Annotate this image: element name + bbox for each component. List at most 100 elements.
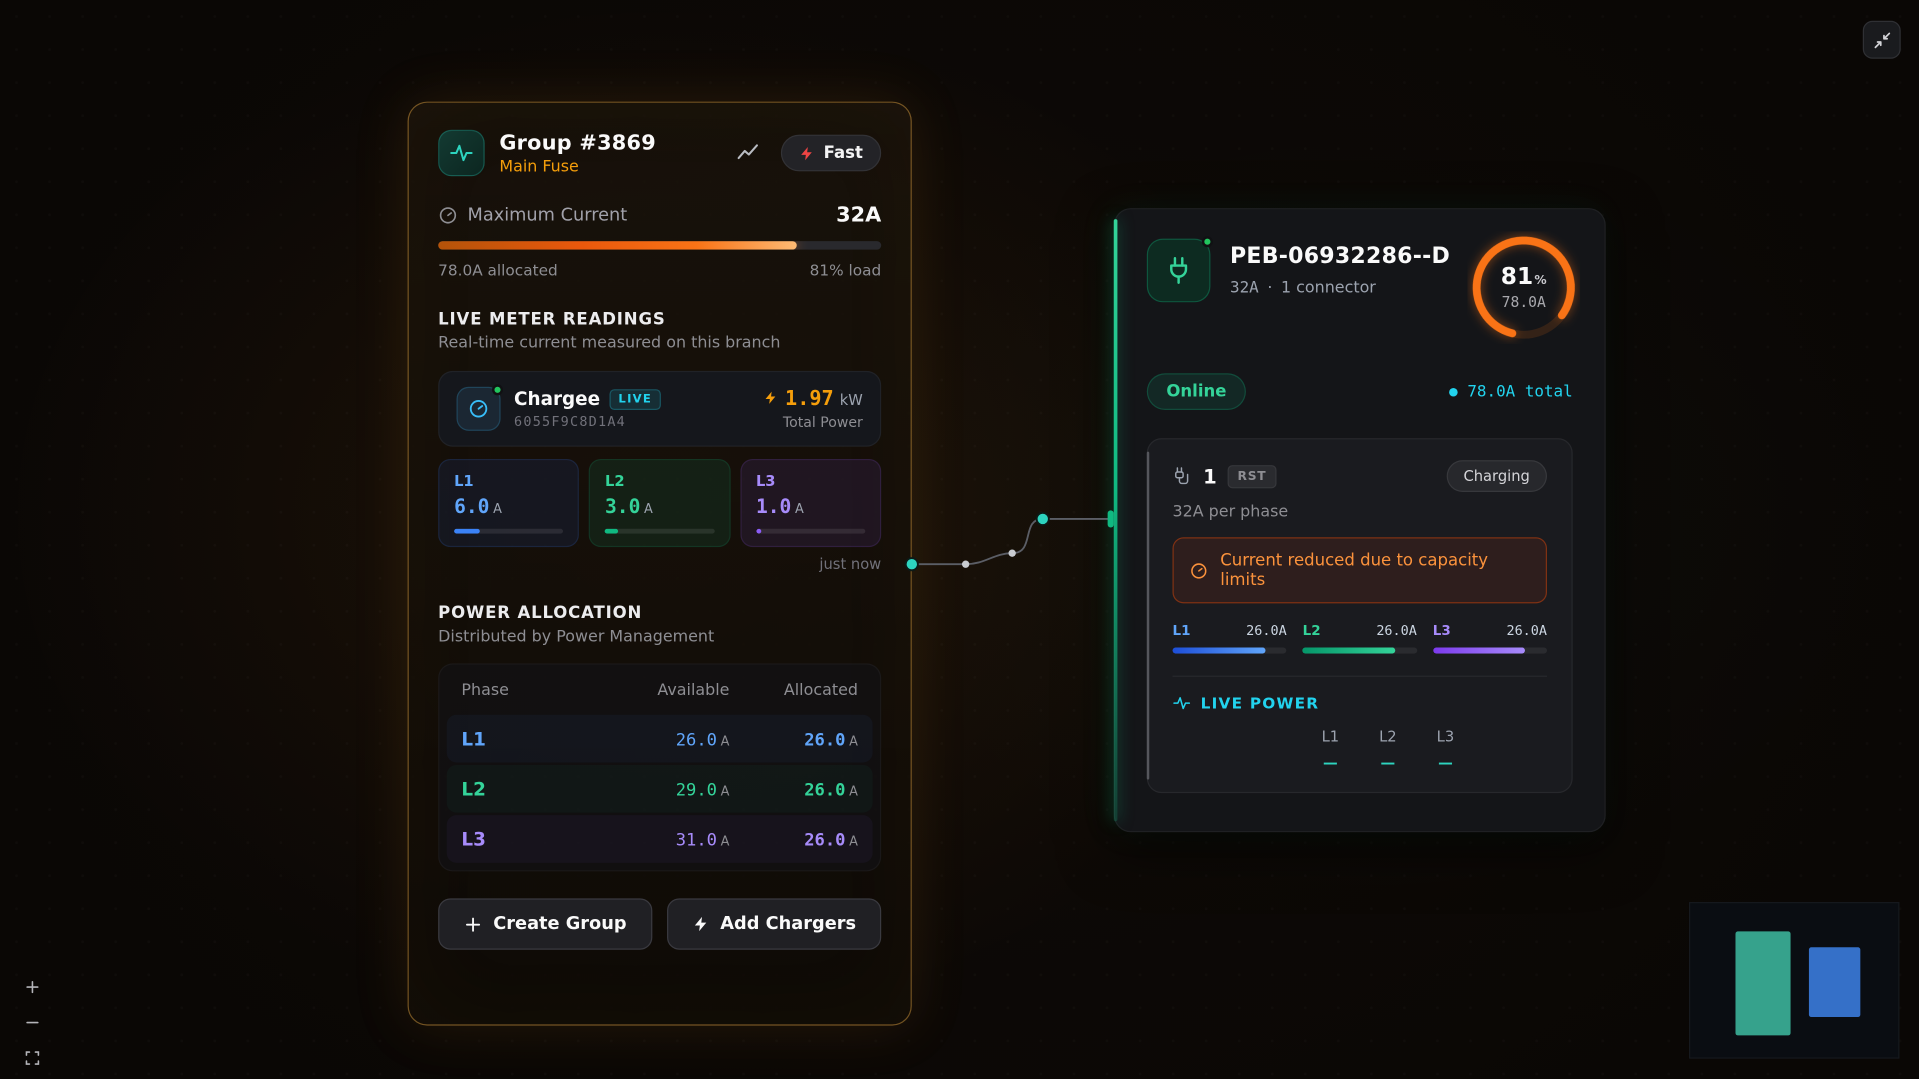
collapse-view-button[interactable] (1862, 20, 1901, 59)
minus-icon (25, 1021, 38, 1023)
power-allocation-subheading: Distributed by Power Management (438, 627, 715, 647)
phase-label: L1 (1172, 622, 1191, 639)
max-current-value: 32A (836, 203, 882, 228)
gauge-percent: 81 (1500, 262, 1534, 290)
row-phase: L3 (461, 827, 486, 850)
wire-handle-mid[interactable] (1035, 511, 1050, 526)
phase-label: L1 (454, 472, 474, 490)
per-phase-label: 32A per phase (1172, 503, 1289, 522)
phase-label: L3 (1432, 622, 1451, 639)
connector-phase-grid: L1 26.0A L2 26.0A L3 26.0A (1172, 622, 1548, 654)
connector-phase-l2: L2 26.0A (1302, 622, 1417, 654)
max-current-label: Maximum Current (467, 205, 628, 226)
minimap[interactable] (1688, 902, 1900, 1059)
phase-bar (1432, 647, 1548, 654)
phase-label: L3 (755, 472, 776, 490)
load-label: 81% load (809, 260, 882, 280)
meter-phase-card-l3: L3 1.0 A (740, 458, 882, 548)
add-chargers-label: Add Chargers (720, 914, 857, 934)
phase-unit: A (644, 501, 653, 517)
meter-card: Chargee LIVE 6055F9C8D1A4 1.97 kW Total … (438, 370, 882, 447)
unit: A (849, 784, 858, 800)
phase-bar (454, 528, 564, 534)
phase-bar (605, 528, 715, 534)
meter-phase-card-l1: L1 6.0 A (438, 458, 580, 548)
phase-value: 3.0 (605, 494, 641, 518)
allocation-row-l3: L3 31.0 A 26.0 A (446, 815, 873, 863)
phase-value: 1.0 (755, 494, 792, 518)
phase-value: 26.0A (1506, 622, 1548, 639)
add-chargers-button[interactable]: Add Chargers (667, 898, 882, 950)
live-badge: LIVE (609, 388, 661, 410)
charger-amps: 32A (1230, 279, 1259, 298)
activity-icon (1173, 697, 1191, 710)
gauge-amps: 78.0A (1501, 293, 1546, 311)
row-phase: L2 (461, 777, 486, 800)
column-allocated: Allocated (783, 681, 858, 701)
zoom-in-button[interactable] (20, 974, 44, 998)
charger-card[interactable]: PEB-06932286--D 32A · 1 connector 81% 78… (1113, 208, 1606, 833)
fast-mode-badge[interactable]: Fast (780, 134, 882, 172)
fit-view-button[interactable] (20, 1045, 44, 1069)
minimap-group-node[interactable] (1735, 931, 1791, 1036)
phase-value: 26.0A (1376, 622, 1417, 639)
live-power-grid: L1 — L2 — L3 — (1317, 728, 1547, 771)
connector-type-badge: RST (1227, 464, 1277, 488)
group-header: Group #3869 Main Fuse Fast (438, 129, 882, 177)
column-phase: Phase (461, 681, 509, 701)
phase-value: — (1438, 753, 1453, 772)
total-current-dot (1448, 387, 1458, 396)
phase-value: — (1323, 753, 1338, 772)
connector-icon (1172, 466, 1192, 486)
total-power-value: 1.97 (785, 386, 834, 411)
live-power-l1: L1 — (1317, 728, 1344, 771)
chart-icon[interactable] (732, 137, 764, 169)
row-available: 31.0 (675, 831, 717, 851)
total-power-label: Total Power (782, 413, 863, 431)
unit: A (849, 734, 858, 750)
group-title: Group #3869 (499, 130, 656, 155)
total-power-unit: kW (839, 391, 863, 409)
wire-joint-dot[interactable] (961, 560, 970, 568)
meter-online-dot (492, 384, 504, 396)
zoom-out-button[interactable] (20, 1010, 44, 1034)
live-meter-subheading: Real-time current measured on this branc… (438, 334, 781, 353)
gauge-icon (1191, 562, 1207, 578)
group-card[interactable]: Group #3869 Main Fuse Fast Maximum Curre… (407, 101, 912, 1026)
meter-phase-card-l2: L2 3.0 A (589, 458, 731, 548)
live-power-heading: LIVE POWER (1200, 693, 1320, 713)
unit: A (849, 834, 858, 850)
collapse-icon (1873, 31, 1890, 48)
allocation-row-l1: L1 26.0 A 26.0 A (446, 714, 873, 763)
create-group-button[interactable]: Create Group (438, 898, 653, 950)
gauge-icon (438, 206, 458, 226)
row-available: 26.0 (675, 730, 717, 751)
allocated-label: 78.0A allocated (438, 260, 558, 280)
live-power-l3: L3 — (1432, 728, 1459, 771)
live-power-l2: L2 — (1374, 728, 1401, 771)
connector-number: 1 (1203, 464, 1217, 488)
zoom-controls (20, 974, 44, 1069)
unit: A (720, 834, 730, 850)
fullscreen-icon (25, 1050, 39, 1065)
charger-online-dot (1201, 236, 1213, 248)
allocation-row-l2: L2 29.0 A 26.0 A (446, 764, 873, 813)
divider (1172, 675, 1548, 677)
wire-joint-dot[interactable] (1008, 549, 1016, 557)
meter-id: 6055F9C8D1A4 (514, 413, 627, 430)
phase-label: L3 (1436, 728, 1455, 746)
meter-phase-grid: L1 6.0 A L2 3.0 A L3 1.0 A (438, 458, 882, 548)
phase-label: L1 (1321, 728, 1340, 746)
capacity-warning-text: Current reduced due to capacity limits (1220, 550, 1489, 590)
phase-unit: A (493, 501, 502, 517)
allocation-table-header: Phase Available Allocated (447, 669, 873, 712)
connector-card: 1 RST Charging 32A per phase Current red… (1146, 438, 1573, 794)
power-allocation-heading: POWER ALLOCATION (438, 603, 643, 623)
minimap-charger-node[interactable] (1808, 947, 1861, 1018)
unit: A (720, 734, 730, 750)
gauge-percent-symbol: % (1534, 273, 1547, 288)
unit: A (720, 784, 730, 800)
allocation-table: Phase Available Allocated L1 26.0 A 26.0 A… (438, 663, 882, 872)
